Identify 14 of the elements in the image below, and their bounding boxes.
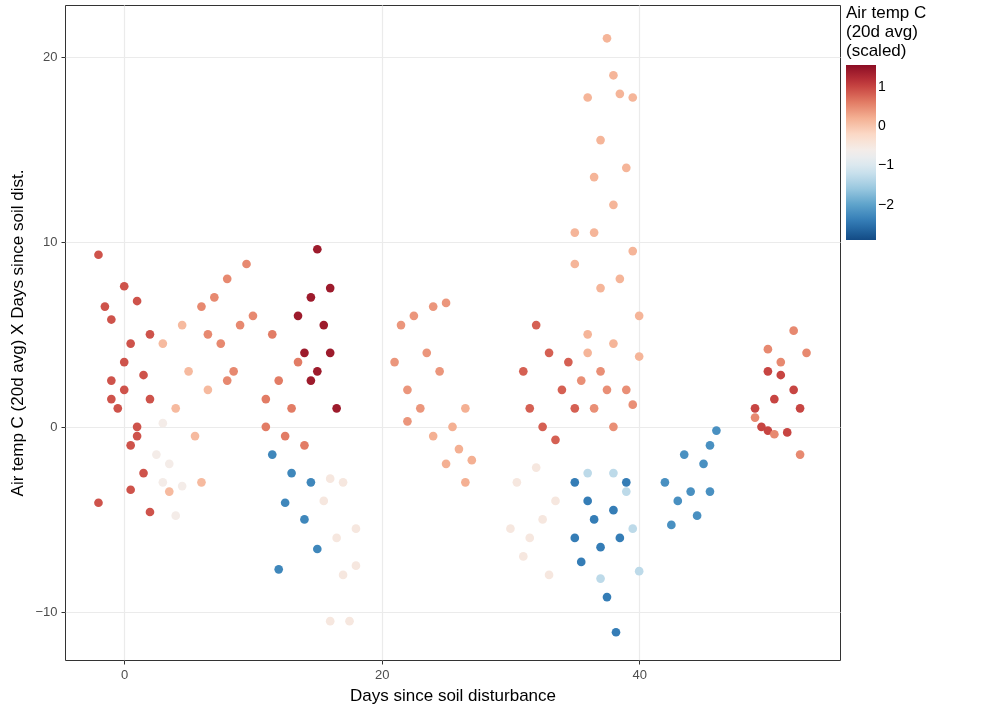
x-tick-label: 20	[374, 666, 390, 682]
y-tick-label: −10	[35, 604, 58, 620]
color-bar-label: −2	[878, 195, 895, 212]
y-axis-title: Air temp C (20d avg) X Days since soil dist.	[8, 169, 28, 497]
x-axis-title: Days since soil disturbance	[350, 685, 556, 705]
color-bar-title: Air temp C (20d avg) (scaled)	[846, 3, 927, 60]
x-tick-label: 0	[121, 666, 129, 682]
x-tick-label: 40	[632, 666, 647, 682]
y-tick-label: 0	[50, 419, 58, 435]
color-bar-label: 0	[878, 116, 886, 133]
color-bar-label: 1	[878, 77, 886, 94]
y-tick-label: 20	[43, 49, 58, 65]
y-tick-label: 10	[43, 234, 58, 250]
color-bar-label: −1	[878, 156, 895, 173]
